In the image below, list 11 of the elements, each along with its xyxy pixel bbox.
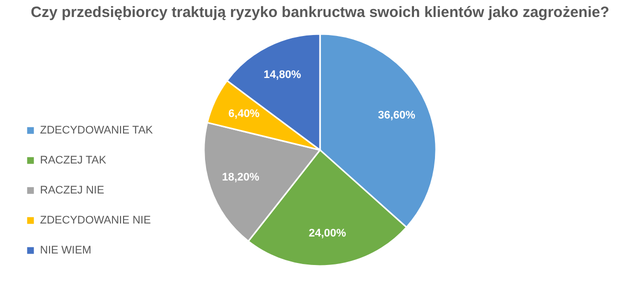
legend-label: RACZEJ TAK (40, 154, 107, 166)
data-label: 36,60% (378, 110, 416, 122)
legend-label: RACZEJ NIE (40, 184, 104, 196)
chart-title: Czy przedsiębiorcy traktują ryzyko bankructwa swoich klientów jako zagrożenie? (30, 4, 610, 21)
data-label: 14,80% (264, 68, 302, 81)
data-label: 6,40% (228, 108, 260, 120)
legend-label: ZDECYDOWANIE TAK (40, 124, 154, 136)
legend-label: NIE WIEM (40, 244, 92, 256)
legend-label: ZDECYDOWANIE NIE (40, 214, 151, 226)
data-label: 24,00% (308, 228, 346, 240)
data-label: 18,20% (222, 171, 260, 184)
